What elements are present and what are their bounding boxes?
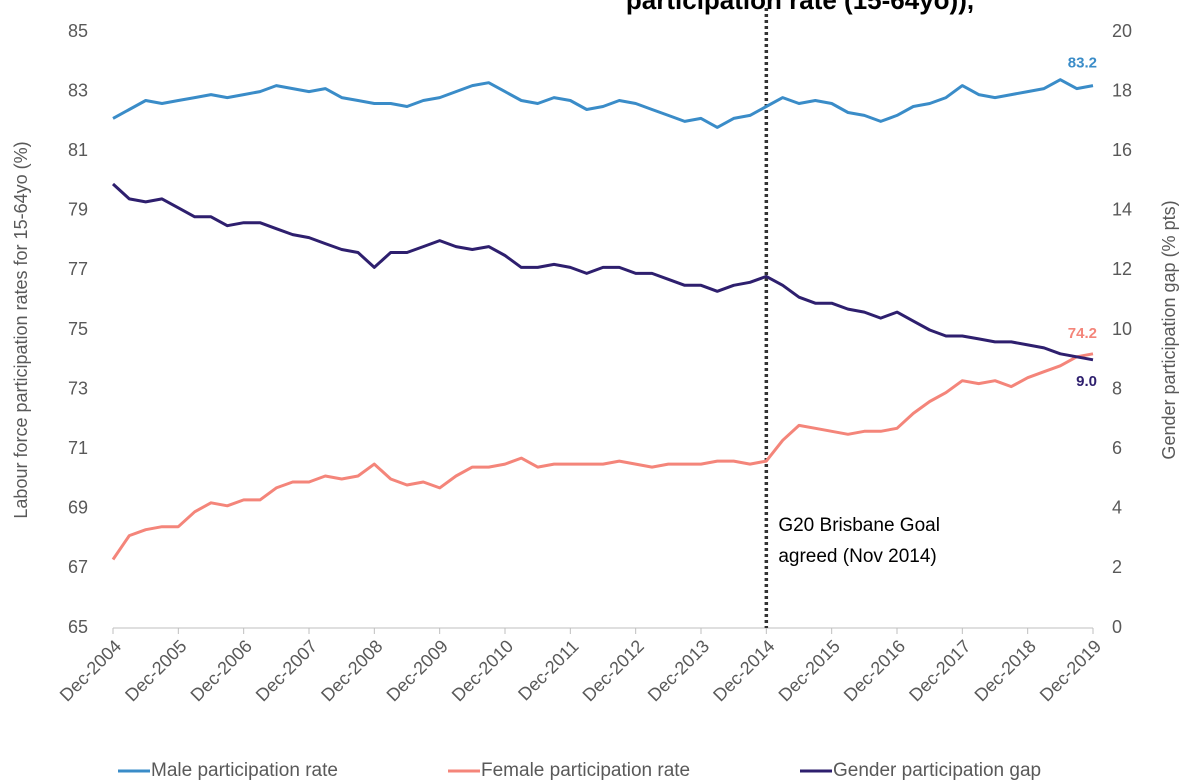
y-tick-label: 65 [68,617,88,637]
y2-axis-label: Gender participation gap (% pts) [1159,200,1179,459]
annotation-text: G20 Brisbane Goal [778,515,940,536]
y2-tick-label: 6 [1112,438,1122,458]
y2-tick-label: 14 [1112,200,1132,220]
data-label: 83.2 [1068,55,1097,72]
legend-label: Gender participation gap [833,760,1041,781]
x-tick-label: Dec-2004 [56,636,125,705]
y-tick-label: 81 [68,140,88,160]
chart-title: participation rate (15-64yo)), [626,0,974,15]
y2-tick-label: 16 [1112,140,1132,160]
y-tick-label: 85 [68,21,88,41]
y-tick-label: 69 [68,498,88,518]
data-label: 74.2 [1068,325,1097,342]
x-tick-label: Dec-2011 [514,636,582,704]
y2-tick-label: 0 [1112,617,1122,637]
x-tick-label: Dec-2012 [579,636,648,705]
x-tick-label: Dec-2014 [709,636,778,705]
y2-tick-label: 12 [1112,259,1132,279]
x-tick-label: Dec-2013 [644,636,713,705]
x-tick-label: Dec-2019 [1036,636,1105,705]
data-line [111,182,1094,362]
x-tick-label: Dec-2016 [840,636,909,705]
y2-tick-label: 8 [1112,378,1122,398]
legend-label: Male participation rate [151,760,338,781]
x-tick-label: Dec-2008 [317,636,386,705]
x-tick-label: Dec-2018 [971,636,1040,705]
y-tick-label: 67 [68,557,88,577]
data-line [111,352,1094,561]
x-tick-label: Dec-2006 [187,636,256,705]
y-tick-label: 71 [68,438,88,458]
y-tick-label: 79 [68,200,88,220]
legend-label: Female participation rate [481,760,690,781]
x-tick-label: Dec-2015 [775,636,844,705]
y2-tick-label: 2 [1112,557,1122,577]
data-line [112,78,1094,129]
y2-tick-label: 20 [1112,21,1132,41]
x-tick-label: Dec-2017 [905,636,974,705]
y2-tick-label: 4 [1112,498,1122,518]
y-tick-label: 75 [68,319,88,339]
y-tick-label: 83 [68,80,88,100]
annotation-text: agreed (Nov 2014) [778,546,936,567]
x-tick-label: Dec-2010 [448,636,517,705]
y-tick-label: 77 [68,259,88,279]
y-axis-label: Labour force participation rates for 15-… [11,141,31,518]
x-tick-label: Dec-2009 [383,636,452,705]
data-label: 9.0 [1076,373,1097,390]
x-tick-label: Dec-2007 [252,636,321,705]
y-tick-label: 73 [68,378,88,398]
y2-tick-label: 18 [1112,80,1132,100]
y2-tick-label: 10 [1112,319,1132,339]
x-tick-label: Dec-2005 [121,636,190,705]
